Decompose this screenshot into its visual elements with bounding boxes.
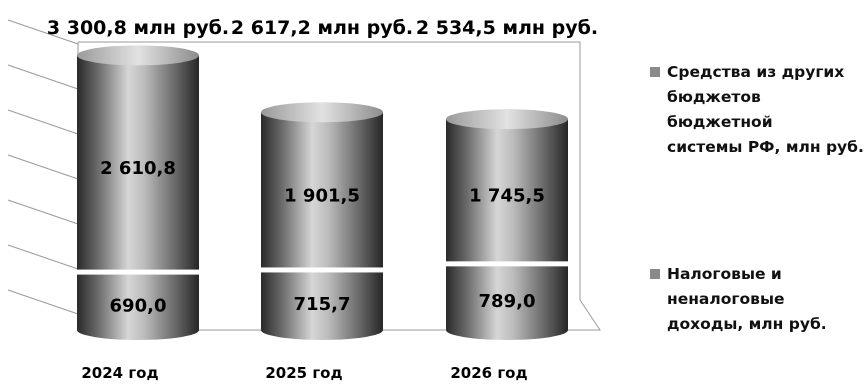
category-label: 2025 год bbox=[265, 364, 342, 382]
depth-tick bbox=[7, 199, 79, 225]
depth-tick bbox=[7, 244, 79, 270]
bars-layer bbox=[77, 45, 568, 340]
total-label: 3 300,8 млн руб. bbox=[47, 17, 229, 39]
cylinder-body bbox=[77, 55, 199, 340]
data-label-tax-revenue: 690,0 bbox=[110, 295, 167, 316]
depth-tick bbox=[7, 289, 79, 315]
depth-tick bbox=[7, 64, 79, 90]
data-label-tax-revenue: 715,7 bbox=[294, 294, 351, 315]
legend-item-tax-revenue: Налоговые и неналоговые доходы, млн руб. bbox=[650, 262, 827, 337]
category-label: 2024 год bbox=[81, 364, 158, 382]
category-label: 2026 год bbox=[450, 364, 527, 382]
legend-item-transfers: Средства из других бюджетов бюджетной си… bbox=[650, 60, 865, 160]
segment-separator bbox=[261, 267, 383, 273]
total-label: 2 617,2 млн руб. bbox=[231, 17, 413, 39]
floor-edge bbox=[78, 299, 601, 331]
depth-tick bbox=[7, 19, 79, 45]
data-label-transfers: 2 610,8 bbox=[100, 158, 176, 179]
legend-swatch-tax-revenue bbox=[650, 269, 660, 279]
cylinder-body bbox=[446, 119, 568, 340]
cylinder-top bbox=[261, 102, 383, 123]
legend-label-transfers: Средства из других бюджетов бюджетной си… bbox=[667, 63, 864, 156]
labels-layer: 690,0 2 610,8 3 300,8 млн руб. 2024 год 715,… bbox=[47, 17, 598, 382]
legend-label-tax-revenue: Налоговые и неналоговые доходы, млн руб. bbox=[667, 265, 827, 333]
segment-separator bbox=[77, 269, 199, 275]
data-label-transfers: 1 745,5 bbox=[469, 186, 545, 207]
cylinder-top bbox=[446, 109, 568, 130]
depth-tick bbox=[7, 154, 79, 180]
cylinder-body bbox=[261, 112, 383, 340]
legend-swatch-transfers bbox=[650, 67, 660, 77]
segment-separator bbox=[446, 261, 568, 267]
data-label-transfers: 1 901,5 bbox=[284, 185, 360, 206]
data-label-tax-revenue: 789,0 bbox=[479, 291, 536, 312]
depth-tick bbox=[7, 109, 79, 135]
back-wall-edge bbox=[78, 41, 581, 300]
cylinder-top bbox=[77, 45, 199, 66]
total-label: 2 534,5 млн руб. bbox=[416, 17, 598, 39]
